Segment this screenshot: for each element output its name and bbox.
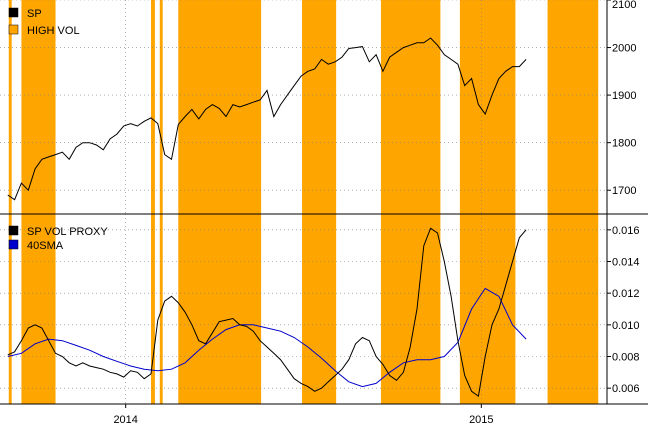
vol-ytick-label: 0.016: [612, 225, 640, 237]
legend-swatch-40sma: [8, 239, 19, 250]
high-vol-bands: [8, 0, 599, 404]
high-vol-band-8: [547, 0, 599, 404]
price-ytick-label: 1700: [612, 185, 636, 197]
price-legend: SP HIGH VOL: [8, 7, 80, 37]
high-vol-band-4: [178, 0, 262, 404]
high-vol-band-7: [459, 0, 516, 404]
legend-swatch-sp-vol-proxy: [8, 225, 19, 236]
high-vol-band-2: [151, 0, 155, 404]
high-vol-band-5: [302, 0, 337, 404]
legend-label-high-vol: HIGH VOL: [27, 25, 80, 37]
price-panel: [7, 37, 527, 201]
x-tick-label: 2015: [469, 414, 493, 426]
price-ytick-label: 2100: [612, 0, 636, 11]
price-ytick-label: 1800: [612, 138, 636, 150]
vol-panel: [7, 227, 527, 397]
vol-ytick-label: 0.010: [612, 320, 640, 332]
x-tick-label: 2014: [113, 414, 137, 426]
vol-ytick-label: 0.008: [612, 352, 640, 364]
high-vol-band-6: [380, 0, 441, 404]
high-vol-band-0: [8, 0, 12, 404]
price-ytick-label: 1900: [612, 90, 636, 102]
price-ytick-label: 2000: [612, 43, 636, 55]
high-vol-band-3: [159, 0, 163, 404]
high-vol-band-1: [21, 0, 56, 404]
vol-ytick-label: 0.014: [612, 257, 640, 269]
legend-label-sp-vol-proxy: SP VOL PROXY: [27, 226, 108, 238]
vol-ytick-label: 0.006: [612, 383, 640, 395]
legend-label-40sma: 40SMA: [27, 240, 64, 252]
vol-ytick-label: 0.012: [612, 288, 640, 300]
vol-legend: SP VOL PROXY 40SMA: [8, 225, 108, 252]
price-series-line-0: [7, 37, 527, 201]
legend-swatch-sp: [8, 7, 19, 18]
legend-label-sp: SP: [27, 8, 42, 20]
legend-swatch-high-vol: [8, 24, 19, 35]
vol-series-line-0: [7, 287, 527, 388]
vol-series-line-1: [7, 227, 527, 397]
